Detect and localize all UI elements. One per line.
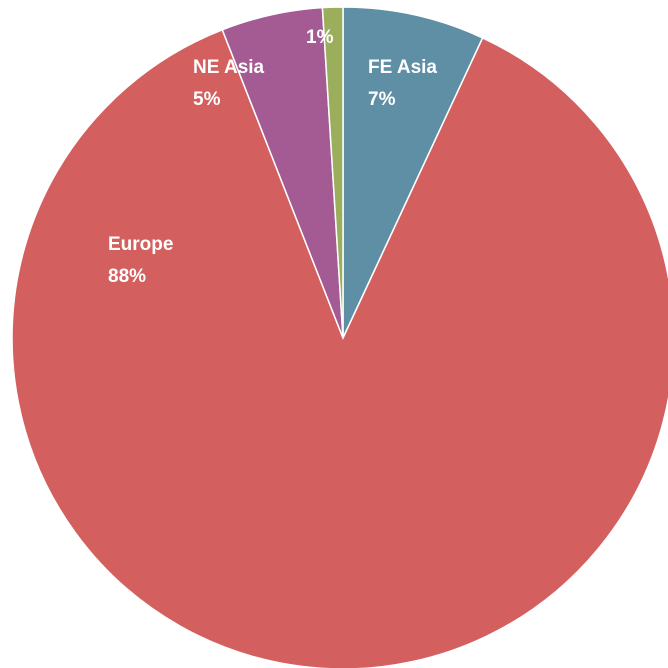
pie-slice <box>321 6 344 339</box>
slice-value-label: 88% <box>108 266 146 287</box>
pie-slice <box>342 6 484 339</box>
slice-value-label: 7% <box>368 89 396 110</box>
slice-category-label: Europe <box>108 234 173 255</box>
slice-value-label: 5% <box>193 89 221 110</box>
slice-value-label: 1% <box>306 27 334 48</box>
slice-category-label: NE Asia <box>193 57 265 78</box>
slice-category-label: FE Asia <box>368 57 437 78</box>
pie-slice <box>11 28 668 668</box>
